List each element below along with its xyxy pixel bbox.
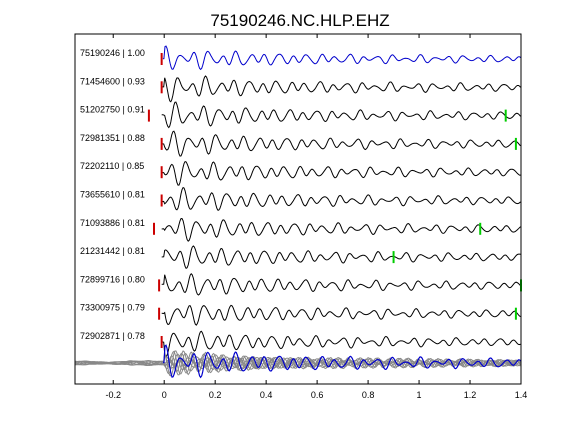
x-tick-label: 0.4 <box>260 390 273 400</box>
x-tick-label: 0.8 <box>362 390 375 400</box>
stacked-trace-group <box>74 344 522 379</box>
x-tick-label: 0.2 <box>209 390 222 400</box>
x-tick-label: 0.6 <box>311 390 324 400</box>
waveform-trace <box>161 273 521 296</box>
waveform-trace <box>161 101 521 129</box>
trace-label: 72981351 | 0.88 <box>80 133 145 143</box>
waveform-trace <box>162 45 522 71</box>
waveform-trace <box>161 330 521 357</box>
waveform-trace <box>161 304 521 326</box>
trace-label: 71093886 | 0.81 <box>80 218 145 228</box>
waveform-trace <box>161 217 521 242</box>
waveform-trace <box>161 130 521 157</box>
waveform-trace <box>161 75 521 103</box>
x-tick-label: 1.2 <box>464 390 477 400</box>
trace-label: 73655610 | 0.81 <box>80 190 145 200</box>
trace-label: 51202750 | 0.91 <box>80 105 145 115</box>
waveform-trace <box>161 245 521 269</box>
axes-frame <box>74 33 522 385</box>
trace-label: 72899716 | 0.80 <box>80 274 145 284</box>
x-tick-label: 1 <box>417 390 422 400</box>
trace-group <box>161 45 522 357</box>
stacked-reference-trace <box>162 344 522 379</box>
trace-label: 73300975 | 0.79 <box>80 303 145 313</box>
waveform-trace <box>161 161 521 186</box>
stacked-trace <box>74 352 521 376</box>
x-tick-label: 0 <box>162 390 167 400</box>
trace-label: 72902871 | 0.78 <box>80 331 145 341</box>
trace-label: 21231442 | 0.81 <box>80 246 145 256</box>
trace-label-group: 75190246 | 1.00 71454600 | 0.93 51202750 |… <box>80 48 145 341</box>
x-tick-label: -0.2 <box>105 390 121 400</box>
x-axis: -0.2 0 0.2 0.4 0.6 0.8 1 1.2 1.4 <box>105 34 527 400</box>
x-tick-label: 1.4 <box>515 390 528 400</box>
trace-label: 71454600 | 0.93 <box>80 76 145 86</box>
stacked-trace <box>74 350 521 373</box>
trace-label: 75190246 | 1.00 <box>80 48 145 58</box>
trace-label: 72202110 | 0.85 <box>80 161 144 171</box>
chart-title: 75190246.NC.HLP.EHZ <box>210 11 389 30</box>
waveform-trace <box>161 186 521 211</box>
